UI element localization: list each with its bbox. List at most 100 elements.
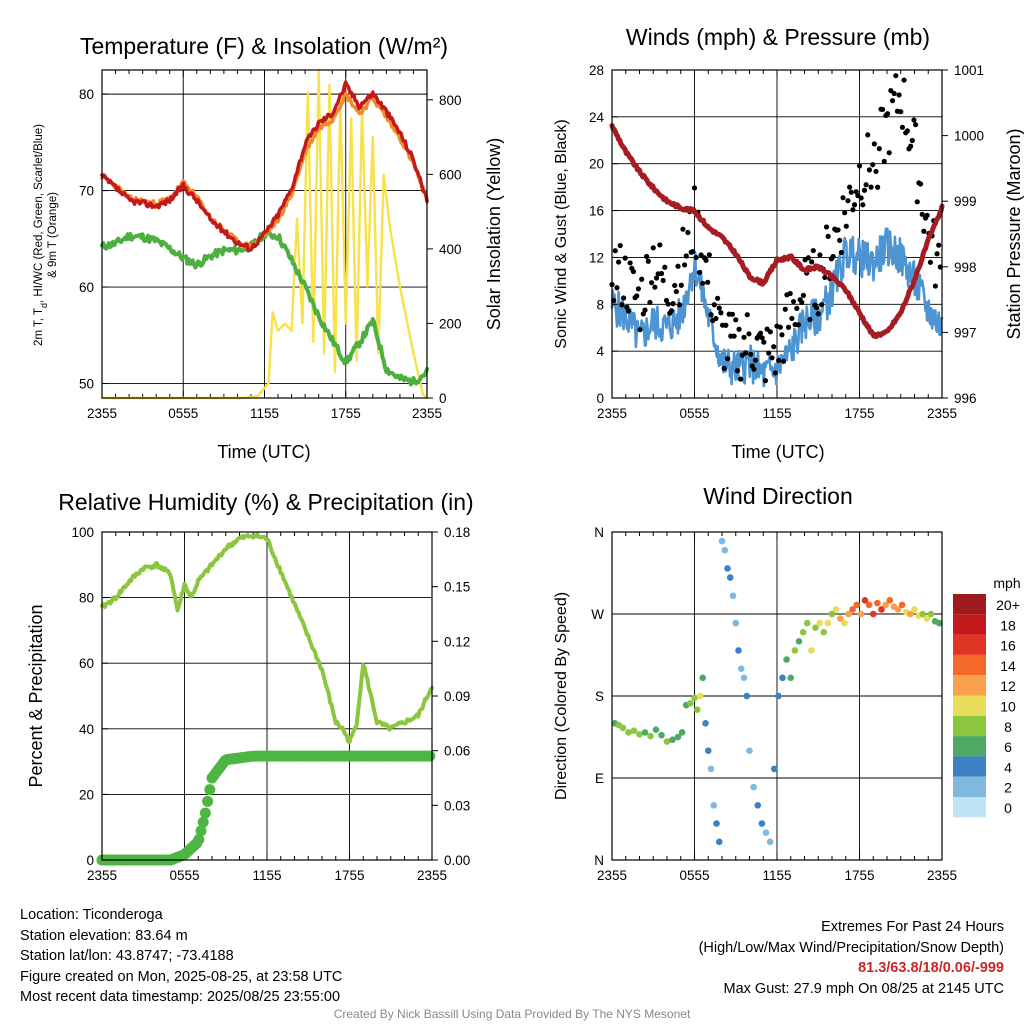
direction-point: [808, 647, 815, 654]
gust-point: [936, 242, 942, 248]
station-info: Location: Ticonderoga Station elevation:…: [20, 905, 342, 1008]
solar-insolation-line: [100, 68, 429, 400]
legend-label: 8: [1004, 719, 1012, 735]
gust-point: [837, 237, 843, 243]
legend-label: 12: [1000, 678, 1016, 694]
plot-frame: [611, 69, 943, 399]
ylabel-subscript: d: [39, 303, 49, 308]
gust-point: [799, 299, 805, 306]
x-tick-label: 2355: [412, 406, 442, 421]
y2-tick-label: 0.12: [444, 634, 470, 649]
gust-point: [762, 378, 769, 384]
direction-point: [693, 706, 701, 713]
direction-point: [857, 610, 865, 618]
direction-point: [729, 592, 737, 600]
gust-point: [614, 285, 620, 291]
gust-point: [653, 275, 660, 281]
gust-point: [634, 293, 640, 299]
gust-point: [625, 308, 632, 314]
y2-tick-label: 996: [954, 391, 977, 406]
gust-point: [680, 226, 686, 232]
gust-point: [772, 370, 778, 376]
y2-tick-label: 0.06: [444, 744, 470, 759]
recent-label: Most recent data timestamp: 2025/08/25 2…: [20, 989, 341, 1005]
precipitation-point: [199, 807, 211, 819]
gust-point: [814, 304, 820, 311]
direction-point: [898, 601, 906, 609]
gust-point: [861, 187, 868, 193]
gust-point: [673, 288, 679, 295]
gust-point: [789, 315, 795, 322]
y-tick-label: N: [594, 525, 604, 540]
x-tick-label: 0555: [168, 406, 198, 421]
gust-point: [734, 368, 741, 374]
gust-point: [693, 254, 699, 261]
temperature-ylabel: 2m T, Td, HI/WC (Red, Green, Scarlet/Blu…: [33, 124, 49, 346]
direction-point: [779, 674, 786, 682]
y-tick-label: 4: [596, 344, 604, 359]
gust-point: [652, 284, 658, 290]
gust-point: [904, 128, 910, 134]
direction-point: [927, 610, 935, 618]
y2-tick-label: 998: [954, 260, 977, 275]
created-label: Figure created on Mon, 2025-08-25, at 23…: [20, 968, 343, 985]
direction-ylabel: Direction (Colored By Speed): [553, 592, 570, 800]
gust-point: [649, 280, 655, 286]
direction-point: [669, 736, 676, 744]
gust-point: [711, 302, 717, 308]
insolation-ylabel: Solar Insolation (Yellow): [484, 138, 504, 330]
direction-point: [795, 638, 803, 645]
extremes-title: Extremes For Past 24 Hours: [821, 919, 1004, 935]
direction-point: [691, 694, 698, 702]
gust-point: [706, 252, 712, 258]
x-tick-label: 0555: [679, 406, 709, 421]
y-tick-label: 60: [79, 280, 94, 295]
y2-tick-label: 0: [439, 391, 447, 406]
legend-swatch: [953, 756, 986, 777]
gust-point: [761, 339, 767, 345]
y2-tick-label: 0.00: [444, 853, 470, 868]
gust-point: [642, 307, 648, 313]
x-tick-label: 2355: [87, 406, 117, 421]
gust-point: [724, 356, 731, 362]
direction-point: [878, 606, 885, 613]
ylabel-part: , HI/WC (Red, Green, Scarlet/Blue): [33, 124, 45, 303]
gust-point: [815, 311, 821, 317]
y-tick-label: 8: [596, 297, 604, 312]
gust-point: [886, 150, 892, 156]
direction-point: [678, 729, 686, 736]
direction-point: [816, 619, 823, 627]
direction-point: [699, 674, 707, 682]
gust-point: [718, 310, 724, 316]
gust-point: [838, 249, 844, 256]
y-tick-label: S: [595, 689, 604, 704]
gust-point: [871, 141, 877, 147]
y-tick-label: 100: [71, 525, 94, 540]
temperature-xlabel: Time (UTC): [217, 442, 310, 462]
direction-point: [853, 601, 861, 609]
gust-point: [670, 301, 676, 307]
gust-point: [927, 259, 934, 265]
extremes-info: Extremes For Past 24 Hours (High/Low/Max…: [699, 917, 1004, 999]
gust-point: [682, 262, 688, 268]
y-tick-label: 80: [79, 87, 94, 102]
direction-point: [754, 802, 762, 809]
y-tick-label: 28: [589, 63, 604, 78]
gust-point: [751, 366, 757, 372]
legend-swatch: [953, 675, 986, 696]
gust-point: [809, 259, 815, 265]
station-pressure-line: [609, 123, 945, 340]
winds-ylabel: Sonic Wind & Gust (Blue, Black): [553, 119, 570, 348]
plot-frame: [101, 69, 428, 399]
y-tick-label: E: [595, 771, 604, 786]
gust-point: [748, 351, 754, 357]
legend-label: 2: [1004, 780, 1012, 796]
legend-label: 6: [1004, 739, 1012, 755]
gust-point: [884, 111, 891, 117]
legend-label: 4: [1004, 759, 1012, 775]
gust-point: [911, 117, 917, 123]
precipitation-point: [424, 750, 436, 762]
legend-swatch: [953, 594, 986, 615]
location-label: Location: Ticonderoga: [20, 907, 163, 923]
